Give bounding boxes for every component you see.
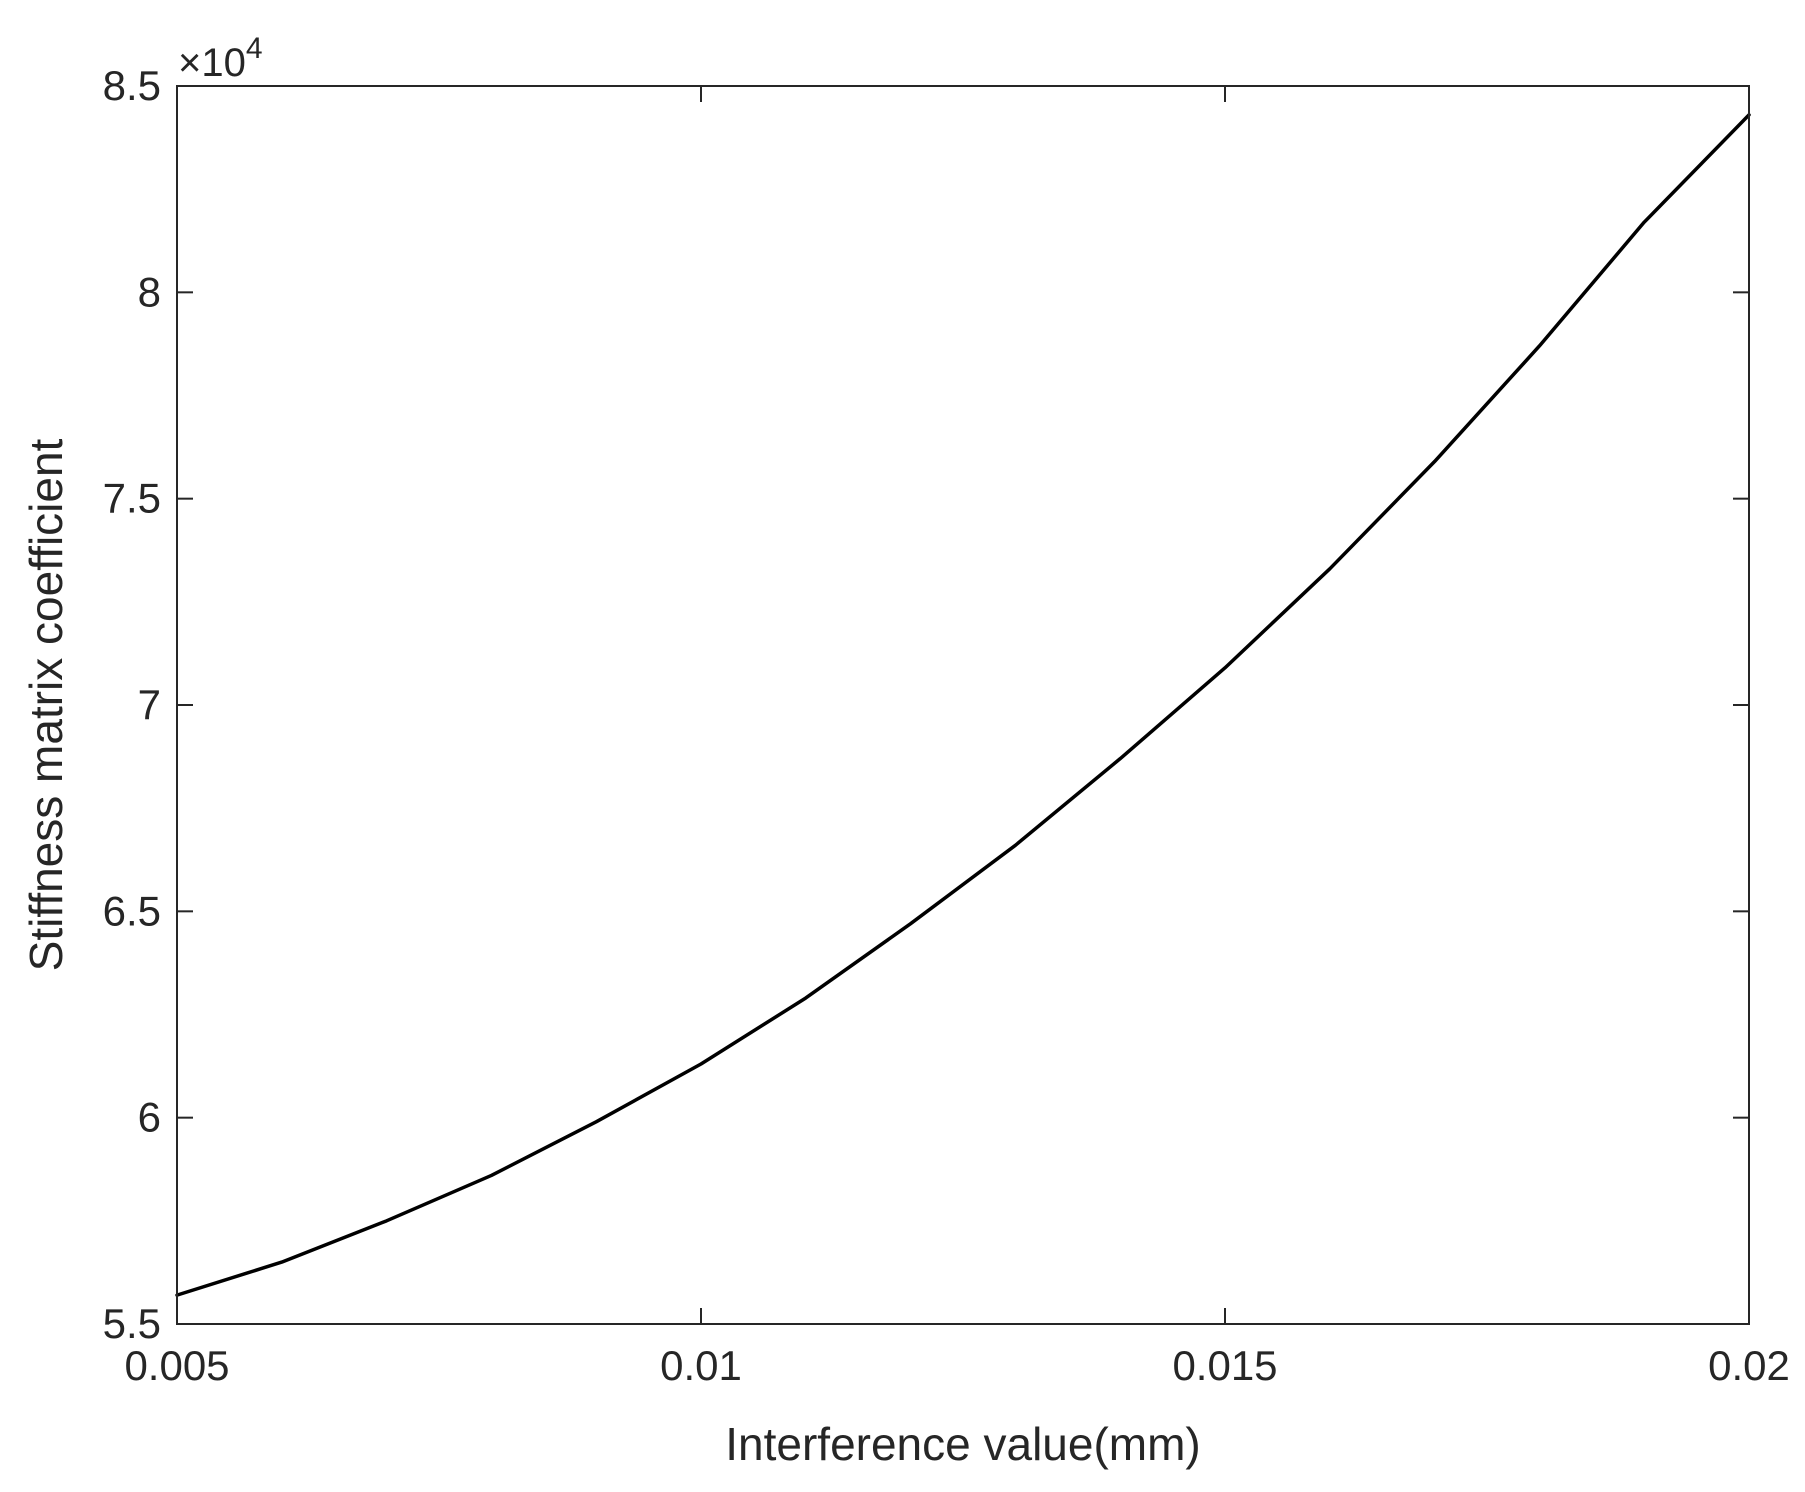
y-tick-label: 6.5 — [103, 887, 161, 934]
data-point — [1433, 460, 1436, 463]
ticks-layer: 0.005 0.01 0.015 0.02 5.5 6 6.5 7 7.5 8 8.5 — [103, 62, 1790, 1389]
y-tick-label: 5.5 — [103, 1300, 161, 1347]
data-point — [385, 1219, 388, 1223]
y-tick-label: 8.5 — [103, 62, 161, 109]
data-point — [595, 1120, 598, 1123]
x-tick-label: 0.01 — [660, 1342, 742, 1389]
data-point — [1014, 844, 1017, 847]
data-point — [1328, 567, 1332, 571]
data-point — [1223, 666, 1227, 670]
x-tick-label: 0.02 — [1708, 1342, 1790, 1389]
series-layer — [175, 113, 1751, 1297]
data-point — [909, 922, 912, 925]
data-point — [280, 1260, 283, 1264]
data-point — [1643, 220, 1646, 224]
y-exponent-power: 4 — [246, 32, 263, 65]
y-tick-label: 6 — [138, 1094, 161, 1141]
x-tick-label: 0.005 — [124, 1342, 229, 1389]
data-point — [699, 1062, 703, 1066]
y-exponent-base: ×10 — [178, 41, 246, 85]
data-point — [490, 1174, 493, 1177]
y-exponent-label: ×104 — [178, 32, 263, 85]
y-tick-label: 8 — [138, 268, 161, 315]
data-point — [804, 996, 807, 1000]
plot-area-frame — [176, 85, 1750, 1325]
data-point — [1538, 344, 1541, 348]
y-tick-label: 7 — [138, 681, 161, 728]
y-tick-label: 7.5 — [103, 475, 161, 522]
series-line — [175, 113, 1751, 1297]
data-point — [1119, 757, 1122, 760]
x-tick-label: 0.015 — [1172, 1342, 1277, 1389]
x-axis-label: Interference value(mm) — [725, 1418, 1201, 1470]
y-axis-label: Stiffness matrix coefficient — [20, 438, 72, 971]
